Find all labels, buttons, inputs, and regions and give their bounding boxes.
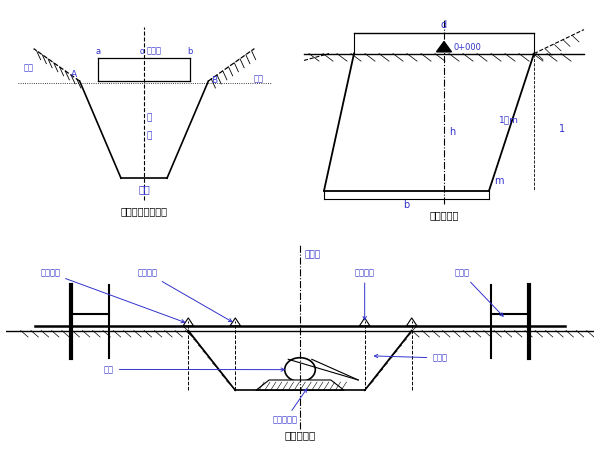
Text: 开槽断面图: 开槽断面图 (430, 210, 458, 220)
Text: b: b (403, 200, 410, 210)
Text: 坡度桩设置: 坡度桩设置 (284, 431, 316, 441)
Text: h: h (449, 127, 455, 137)
Text: 坡度钉: 坡度钉 (374, 353, 448, 362)
Text: m: m (494, 176, 503, 186)
Text: 中心线: 中心线 (304, 250, 320, 259)
Text: 底宽: 底宽 (138, 184, 150, 194)
Text: 沟基边线: 沟基边线 (355, 268, 374, 320)
Text: a: a (95, 47, 101, 56)
Text: B: B (211, 76, 217, 85)
Text: 坡度板: 坡度板 (454, 268, 503, 316)
Text: 深: 深 (146, 131, 152, 140)
Polygon shape (359, 318, 370, 326)
Polygon shape (183, 318, 194, 326)
Polygon shape (406, 318, 417, 326)
Text: 边桩: 边桩 (254, 74, 264, 83)
Text: 横断面测设示意图: 横断面测设示意图 (121, 206, 167, 216)
Text: 路基边线: 路基边线 (137, 268, 232, 322)
Text: 中心桩: 中心桩 (146, 47, 161, 56)
Text: 混凝土基础: 混凝土基础 (273, 389, 307, 424)
Text: 边桩: 边桩 (24, 63, 34, 72)
Text: d: d (441, 19, 447, 30)
Text: o: o (139, 47, 144, 56)
Text: A: A (71, 70, 77, 79)
Polygon shape (256, 380, 344, 390)
Polygon shape (437, 41, 452, 52)
Text: 开挖边线: 开挖边线 (40, 268, 185, 323)
Text: 水管: 水管 (104, 365, 284, 374)
Text: b: b (187, 47, 193, 56)
Polygon shape (230, 318, 241, 326)
Text: 1：m: 1：m (499, 115, 519, 124)
Text: 挖: 挖 (146, 113, 152, 122)
Text: 0+000: 0+000 (453, 43, 481, 52)
Text: 1: 1 (559, 125, 565, 135)
